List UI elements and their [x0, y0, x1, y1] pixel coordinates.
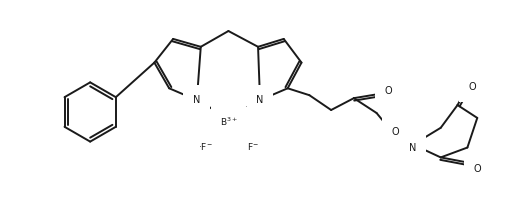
Text: B$^{3+}$: B$^{3+}$ — [221, 116, 238, 128]
Text: F$^{-}$: F$^{-}$ — [247, 141, 259, 152]
Text: N: N — [193, 95, 201, 105]
Text: O: O — [468, 82, 476, 92]
Text: O: O — [474, 164, 481, 174]
Text: ·F$^{-}$: ·F$^{-}$ — [199, 141, 213, 152]
Text: N: N — [256, 95, 264, 105]
Text: O: O — [391, 127, 399, 137]
Text: O: O — [385, 86, 392, 96]
Text: N: N — [409, 143, 417, 153]
